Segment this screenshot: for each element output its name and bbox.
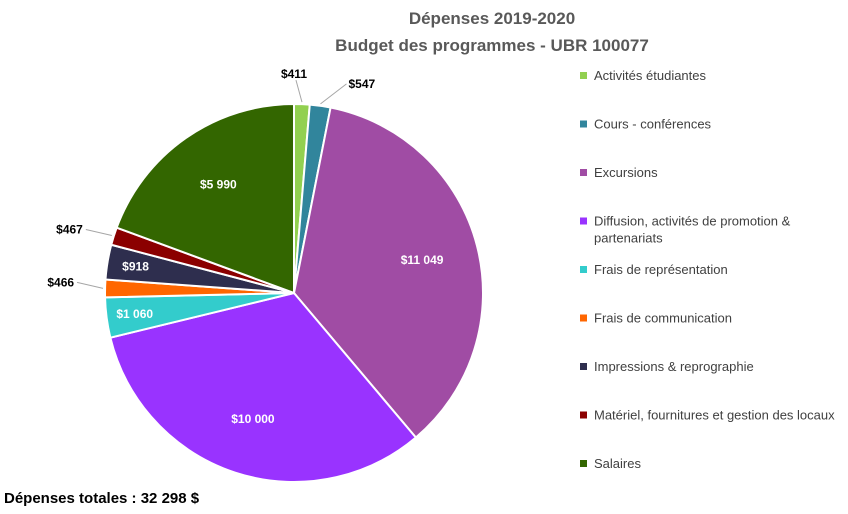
slice-label-excursions: $11 049 [401,253,444,267]
legend-label-excursions: Excursions [594,165,658,180]
slice-label-cours-conferences: $547 [348,77,375,91]
legend-label-impressions-reprographie: Impressions & reprographie [594,359,754,374]
legend-label-activites-etudiantes: Activités étudiantes [594,68,707,83]
pie-chart: Dépenses 2019-2020 Budget des programmes… [47,9,835,483]
legend-swatch-impressions-reprographie [580,363,587,370]
chart-subtitle: Budget des programmes - UBR 100077 [335,36,649,55]
slice-label-activites-etudiantes: $411 [281,67,307,81]
slice-label-frais-de-representation: $1 060 [116,307,153,321]
leader-line-cours-conferences [320,83,347,105]
leader-line-materiel-fournitures-et-gestion-des-locaux [85,229,112,237]
slice-label-frais-de-communication: $466 [47,275,74,289]
pie-slices [104,102,484,483]
legend-swatch-materiel-fournitures-et-gestion-des-locaux [580,411,587,419]
total-expenses: Dépenses totales : 32 298 $ [4,490,200,507]
chart-title: Dépenses 2019-2020 [409,9,575,28]
legend-swatch-diffusion-activites-de-promotion-partenariats [580,217,587,225]
slice-label-diffusion-activites-de-promotion-partenariats: $10 000 [231,412,275,426]
legend-swatch-frais-de-representation [580,266,587,273]
pie-slice-salaires [115,102,295,295]
legend: Activités étudiantes Cours - conférences E… [580,68,835,471]
slice-label-impressions-reprographie: $918 [122,260,149,274]
pie-slice-excursions [292,106,484,439]
legend-swatch-frais-de-communication [580,314,587,322]
leader-line-activites-etudiantes [295,80,303,103]
legend-label-frais-de-representation: Frais de représentation [594,262,728,277]
pie-slice-diffusion-activites-de-promotion-partenariats [109,291,418,483]
legend-swatch-activites-etudiantes [580,72,587,79]
legend-swatch-salaires [580,460,587,467]
slice-labels: $411 $547 $11 049 $10 000 $1 060 $466 $918 $467… [47,67,443,426]
leader-line-frais-de-communication [76,281,104,289]
legend-label-materiel-fournitures-et-gestion-des-locaux: Matériel, fournitures et gestion des loc… [594,408,835,423]
legend-label-cours-conferences: Cours - conférences [594,117,712,132]
slice-label-salaires: $5 990 [200,177,237,191]
legend-swatch-excursions [580,169,587,176]
legend-label-diffusion-activites-de-promotion-partenariats: Diffusion, activités de promotion & parte… [594,214,791,246]
legend-swatch-cours-conferences [580,120,587,128]
legend-label-frais-de-communication: Frais de communication [594,311,732,326]
slice-label-materiel-fournitures-et-gestion-des-locaux: $467 [56,223,83,237]
legend-label-salaires: Salaires [594,456,641,471]
